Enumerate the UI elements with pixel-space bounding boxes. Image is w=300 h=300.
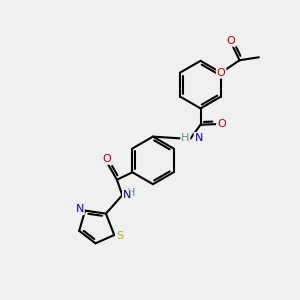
Text: O: O — [217, 119, 226, 129]
Text: H: H — [181, 133, 190, 143]
Text: O: O — [102, 154, 111, 164]
Text: O: O — [217, 68, 226, 78]
Text: N: N — [123, 190, 131, 200]
Text: N: N — [195, 133, 203, 143]
Text: O: O — [227, 36, 236, 46]
Text: N: N — [76, 204, 84, 214]
Text: H: H — [127, 188, 135, 198]
Text: S: S — [116, 232, 123, 242]
